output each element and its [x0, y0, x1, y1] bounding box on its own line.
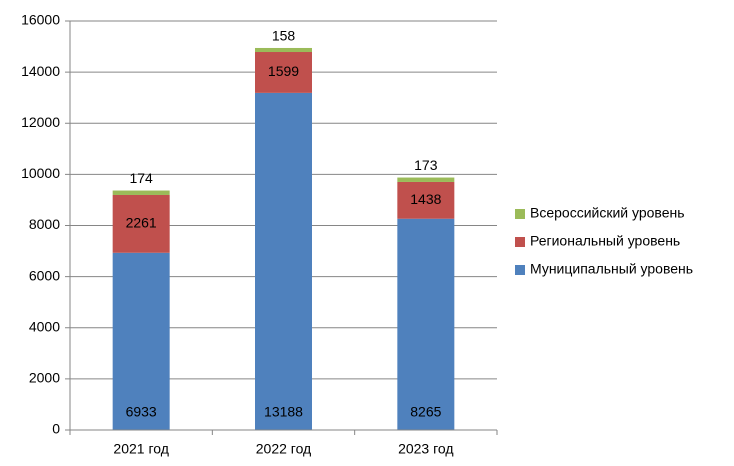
- data-label: 1599: [268, 63, 299, 79]
- data-label: 2261: [126, 215, 157, 231]
- x-tick-label: 2023 год: [398, 441, 453, 457]
- y-tick-label: 14000: [21, 63, 60, 79]
- y-tick-label: 0: [52, 421, 60, 437]
- data-label: 173: [414, 157, 438, 173]
- y-tick-label: 10000: [21, 165, 60, 181]
- legend-label: Муниципальный уровень: [530, 261, 693, 277]
- y-tick-label: 8000: [29, 216, 60, 232]
- legend-label: Региональный уровень: [530, 233, 680, 249]
- data-label: 6933: [126, 404, 157, 420]
- bar-segment: [397, 177, 455, 182]
- x-tick-label: 2022 год: [256, 441, 311, 457]
- y-tick-label: 6000: [29, 267, 60, 283]
- bar-segment: [397, 181, 455, 219]
- bar-segment: [397, 218, 455, 430]
- y-tick-label: 2000: [29, 370, 60, 386]
- legend-swatch: [515, 209, 525, 219]
- bar-segment: [112, 190, 170, 195]
- y-tick-label: 4000: [29, 318, 60, 334]
- legend-label: Всероссийский уровень: [530, 205, 685, 221]
- data-label: 8265: [410, 404, 441, 420]
- bar-segment: [255, 92, 312, 431]
- y-tick-label: 16000: [21, 12, 60, 28]
- bar-segment: [112, 252, 170, 430]
- x-tick-label: 2021 год: [113, 441, 168, 457]
- legend-swatch: [515, 237, 525, 247]
- data-label: 13188: [264, 404, 303, 420]
- bar-segment: [112, 194, 170, 253]
- data-label: 158: [272, 28, 296, 44]
- bar-segment: [255, 52, 312, 93]
- bar-segment: [255, 47, 312, 53]
- legend-swatch: [515, 265, 525, 275]
- y-tick-label: 12000: [21, 114, 60, 130]
- data-label: 174: [129, 170, 153, 186]
- data-label: 1438: [410, 191, 441, 207]
